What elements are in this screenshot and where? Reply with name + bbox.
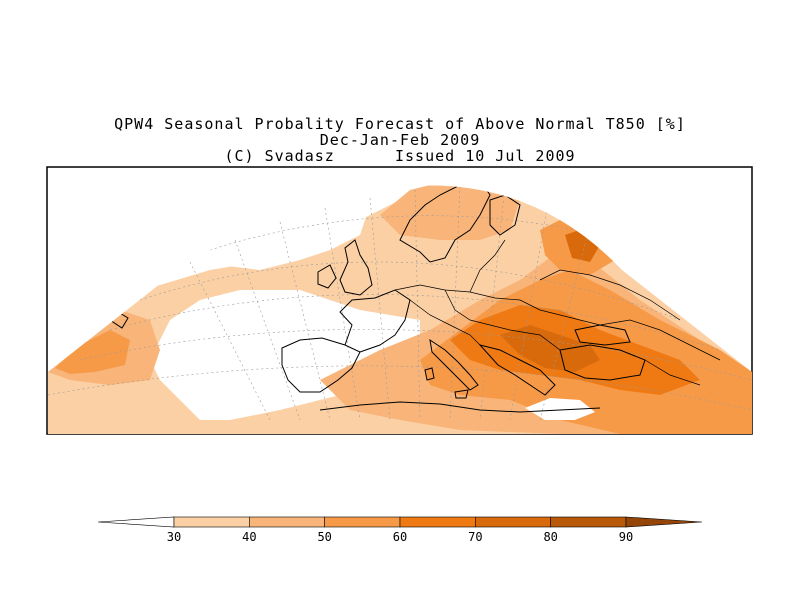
legend-ticks: 30 40 50 60 70 80 90 [167,530,633,544]
legend-tick-label: 70 [468,530,482,544]
map-graticule [48,185,752,421]
legend-segment [399,516,476,528]
probability-shading [48,185,752,434]
shade-40-50-north [380,185,520,240]
title-line-3: (C) Svadasz Issued 10 Jul 2009 [224,147,576,165]
shade-below-30-north [200,200,370,270]
coastlines [109,185,646,413]
shade-50-60-west [55,330,130,374]
legend-tick-label: 30 [167,530,181,544]
title-line-1: QPW4 Seasonal Probality Forecast of Abov… [114,115,686,133]
legend-segment-high [625,516,703,528]
legend-segment [475,516,551,528]
legend-tick-label: 90 [619,530,633,544]
legend-bar [97,516,703,528]
legend-segment [249,516,325,528]
country-borders [394,239,721,386]
legend-tick-label: 60 [393,530,407,544]
legend-tick-label: 50 [317,530,331,544]
legend-segment [550,516,627,528]
legend-segment [324,516,401,528]
legend-segment [173,516,250,528]
legend-segment-low [97,516,175,528]
shade-below-30-mediterranean [525,398,595,420]
legend-tick-label: 80 [543,530,557,544]
title-line-2: Dec-Jan-Feb 2009 [319,131,481,149]
shade-70-80-balkans [500,325,600,372]
legend-tick-label: 40 [242,530,256,544]
chart-title: QPW4 Seasonal Probality Forecast of Abov… [0,116,800,164]
